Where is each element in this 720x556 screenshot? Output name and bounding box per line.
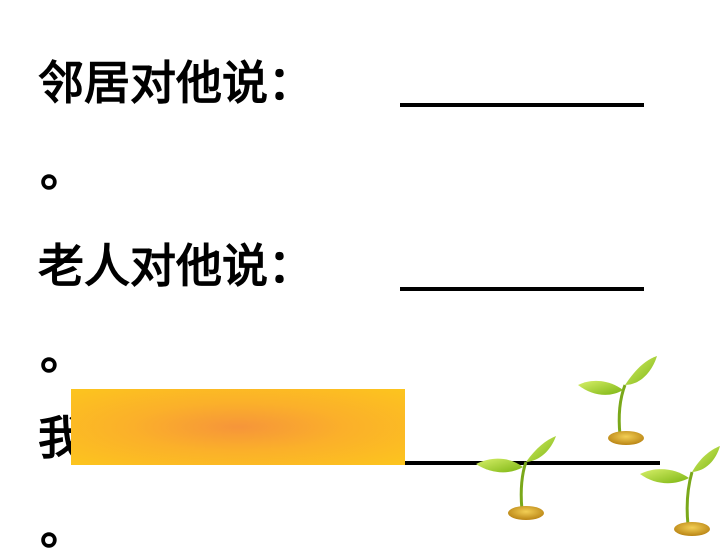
answer-cover-block[interactable]: [71, 389, 405, 465]
sprout-icon: [476, 356, 720, 536]
sprout-icon: [476, 436, 556, 520]
sprout-icon: [640, 446, 720, 536]
answer-blank-1[interactable]: [400, 103, 644, 107]
period-1: 。: [40, 143, 86, 197]
period-2: 。: [40, 326, 86, 380]
period-3: 。: [40, 501, 86, 555]
answer-blank-2[interactable]: [400, 287, 644, 291]
sprout-icon: [578, 356, 657, 445]
prompt-line-1: 邻居对他说：: [38, 56, 314, 110]
prompt-line-2: 老人对他说：: [38, 239, 314, 293]
